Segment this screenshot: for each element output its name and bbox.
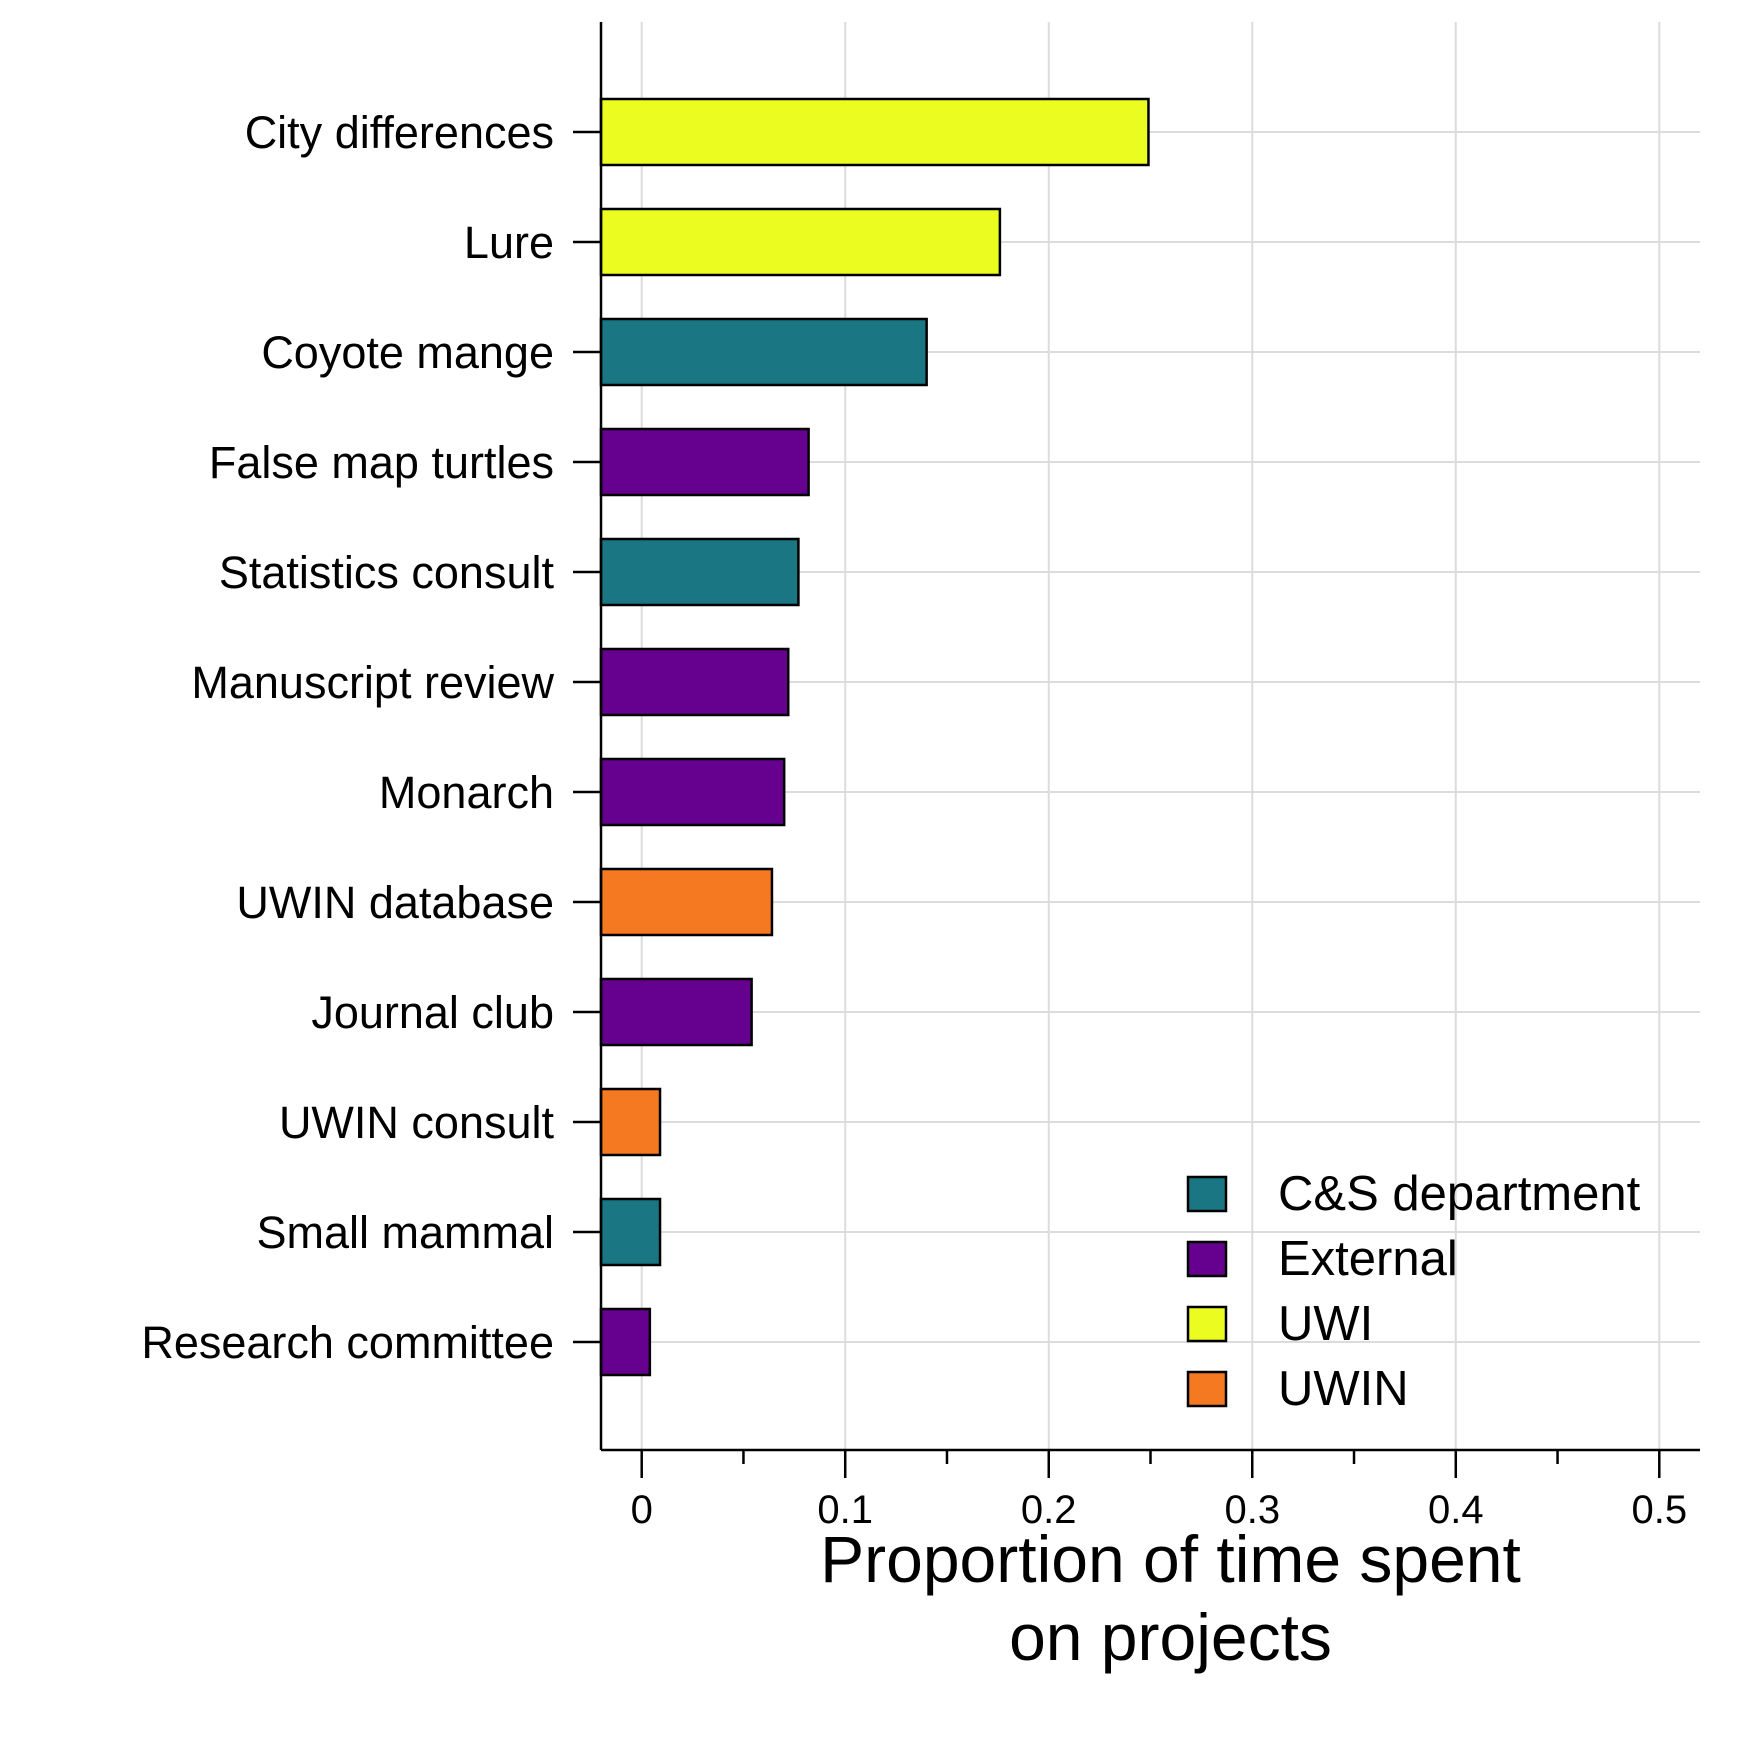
bar — [599, 1197, 662, 1267]
bar — [599, 207, 1002, 277]
legend-label: C&S department — [1278, 1167, 1641, 1221]
category-label: Lure — [464, 217, 554, 268]
x-tick-label: 0.2 — [1021, 1488, 1077, 1532]
legend-swatch — [1186, 1175, 1228, 1213]
category-label: UWIN database — [236, 877, 554, 928]
category-label: UWIN consult — [279, 1097, 555, 1148]
bar — [599, 317, 928, 387]
x-tick-label: 0 — [631, 1488, 653, 1532]
x-tick-label: 0.3 — [1224, 1488, 1280, 1532]
bar — [599, 647, 790, 717]
x-tick-labels: 0 0.1 0.2 0.3 0.4 0.5 — [631, 1488, 1688, 1532]
bar — [599, 977, 753, 1047]
legend-label: UWIN — [1278, 1362, 1409, 1416]
bar — [599, 97, 1150, 167]
x-tick-label: 0.5 — [1631, 1488, 1687, 1532]
bar — [599, 1087, 662, 1157]
category-label: Journal club — [311, 987, 554, 1038]
x-axis-title-line: on projects — [1009, 1600, 1332, 1674]
category-label: False map turtles — [209, 437, 554, 488]
legend-label: External — [1278, 1232, 1458, 1286]
category-labels: City differences Lure Coyote mange False ma… — [141, 107, 554, 1368]
category-label: Manuscript review — [191, 657, 554, 708]
x-tick-label: 0.4 — [1428, 1488, 1484, 1532]
x-tick-label: 0.1 — [817, 1488, 873, 1532]
bar — [599, 427, 810, 497]
bars — [599, 97, 1150, 1377]
axes — [573, 22, 1700, 1478]
x-axis-title-line: Proportion of time spent — [820, 1522, 1521, 1596]
bar — [599, 1307, 652, 1377]
legend-label: UWI — [1278, 1297, 1373, 1351]
category-label: Small mammal — [256, 1207, 554, 1258]
category-label: Monarch — [379, 767, 554, 818]
category-label: Coyote mange — [261, 327, 554, 378]
legend-swatch — [1186, 1305, 1228, 1343]
legend-swatch — [1186, 1240, 1228, 1278]
bar — [599, 757, 786, 827]
category-label: Statistics consult — [219, 547, 555, 598]
legend-swatch — [1186, 1370, 1228, 1408]
bar — [599, 867, 774, 937]
legend: C&S department External UWI UWIN — [1186, 1167, 1641, 1416]
category-label: City differences — [245, 107, 554, 158]
category-label: Research committee — [141, 1317, 554, 1368]
x-axis-title: Proportion of time spent on projects — [820, 1522, 1521, 1674]
bar — [599, 537, 800, 607]
